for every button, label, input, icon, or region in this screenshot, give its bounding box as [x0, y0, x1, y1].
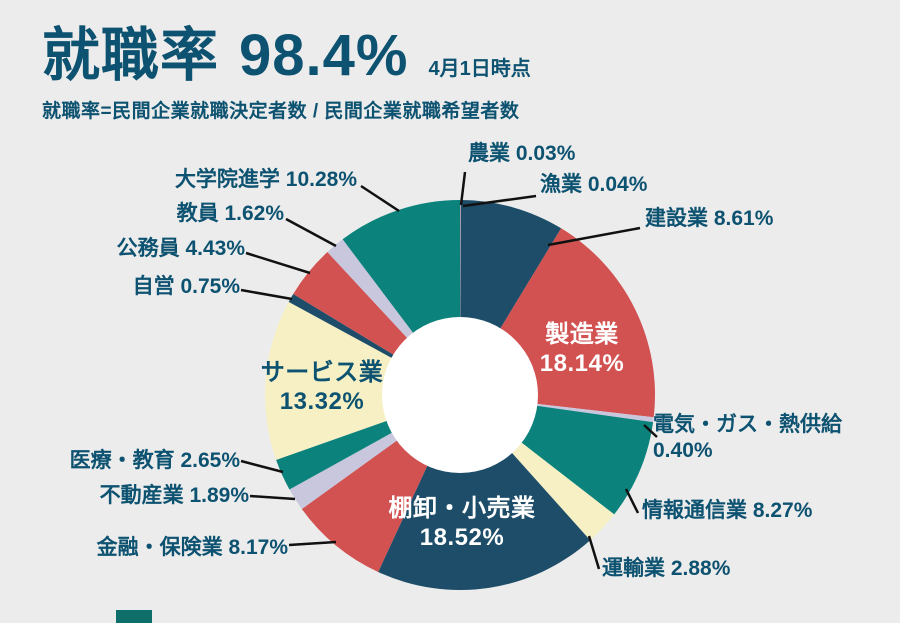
label-graduate-school: 大学院進学 10.28%	[174, 168, 357, 191]
leader-self-employed	[240, 288, 293, 301]
label-medical-education: 医療・教育 2.65%	[69, 449, 240, 472]
label-teacher: 教員 1.62%	[176, 202, 284, 225]
label-information-communications: 情報通信業 8.27%	[642, 499, 813, 522]
page-title: 就職率	[42, 23, 220, 88]
leader-construction	[547, 226, 641, 247]
inner-label-wholesale-retail: 棚卸・小売業 18.52%	[388, 495, 536, 552]
title-line: 就職率 98.4% 4月1日時点	[42, 24, 531, 88]
donut-hole	[382, 317, 538, 473]
leader-medical-education	[240, 459, 284, 474]
leader-public-servant	[245, 251, 311, 275]
label-fishery: 漁業 0.04%	[540, 173, 648, 196]
label-self-employed: 自営 0.75%	[132, 275, 240, 298]
label-electricity-gas-heat: 電気・ガス・熱供給 0.40%	[653, 413, 842, 463]
leader-agriculture	[459, 171, 467, 206]
bottom-logo-mark	[116, 610, 152, 623]
rate-formula: 就職率=民間企業就職決定者数 / 民間企業就職希望者数	[42, 100, 520, 122]
inner-label-manufacturing: 製造業 18.14%	[539, 321, 625, 378]
leader-graduate-school	[360, 184, 400, 213]
label-finance-insurance: 金融・保険業 8.17%	[96, 536, 288, 559]
label-real-estate: 不動産業 1.89%	[99, 484, 249, 507]
leader-information-communications	[624, 488, 640, 514]
slice-service	[265, 301, 460, 460]
label-public-servant: 公務員 4.43%	[116, 237, 245, 260]
leader-electricity-gas-heat	[643, 424, 658, 438]
header: 就職率 98.4% 4月1日時点 就職率=民間企業就職決定者数 / 民間企業就職…	[42, 24, 531, 123]
label-construction: 建設業 8.61%	[645, 207, 774, 230]
leader-finance-insurance	[288, 540, 337, 547]
leader-lines	[240, 171, 658, 570]
as-of-date: 4月1日時点	[428, 58, 531, 80]
leader-fishery	[462, 194, 537, 208]
leader-real-estate	[249, 494, 296, 501]
inner-label-service: サービス業 13.32%	[260, 359, 384, 416]
leader-teacher	[285, 217, 337, 248]
label-agriculture: 農業 0.03%	[468, 142, 576, 165]
employment-rate-value: 98.4%	[239, 23, 409, 88]
label-transportation: 運輸業 2.88%	[602, 557, 731, 580]
leader-transportation	[587, 535, 601, 570]
slice-wholesale-retail	[378, 395, 591, 591]
